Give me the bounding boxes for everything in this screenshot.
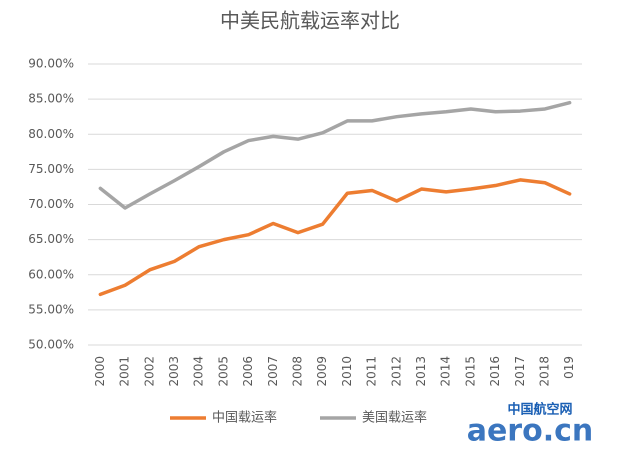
series-line (98, 100, 572, 210)
x-tick-label: 019 (562, 356, 576, 379)
y-tick-label: 75.00% (28, 162, 74, 176)
watermark: aero.cn (467, 414, 594, 449)
x-tick-label: 2017 (513, 356, 527, 387)
x-tick-label: 2010 (340, 356, 354, 387)
y-tick-label: 65.00% (28, 232, 74, 246)
x-tick-label: 2018 (537, 356, 551, 387)
watermark: 中国航空网 (507, 402, 572, 418)
legend-label: 美国载运率 (362, 410, 427, 426)
x-tick-label: 2013 (414, 356, 428, 387)
x-tick-label: 2002 (142, 356, 156, 387)
y-tick-label: 60.00% (28, 267, 74, 281)
series-line (98, 178, 572, 297)
x-tick-label: 2008 (290, 356, 304, 387)
legend-label: 中国载运率 (212, 410, 277, 426)
y-tick-label: 50.00% (28, 338, 74, 352)
chart-title: 中美民航载运率对比 (220, 9, 400, 33)
x-tick-label: 2014 (439, 356, 453, 387)
x-tick-label: 2009 (315, 356, 329, 387)
x-tick-label: 2011 (365, 356, 379, 387)
x-tick-label: 2000 (93, 356, 107, 387)
y-tick-label: 70.00% (28, 197, 74, 211)
y-tick-label: 55.00% (28, 302, 74, 316)
y-tick-label: 90.00% (28, 57, 74, 71)
x-tick-label: 2003 (167, 356, 181, 387)
x-tick-label: 2005 (216, 356, 230, 387)
x-tick-label: 2015 (463, 356, 477, 387)
x-tick-label: 2012 (389, 356, 403, 387)
x-tick-label: 2004 (192, 356, 206, 387)
x-tick-label: 2006 (241, 356, 255, 387)
x-tick-label: 2016 (488, 356, 502, 387)
y-tick-label: 80.00% (28, 127, 74, 141)
x-tick-label: 2001 (118, 356, 132, 387)
x-tick-label: 2007 (266, 356, 280, 387)
y-tick-label: 85.00% (28, 92, 74, 106)
